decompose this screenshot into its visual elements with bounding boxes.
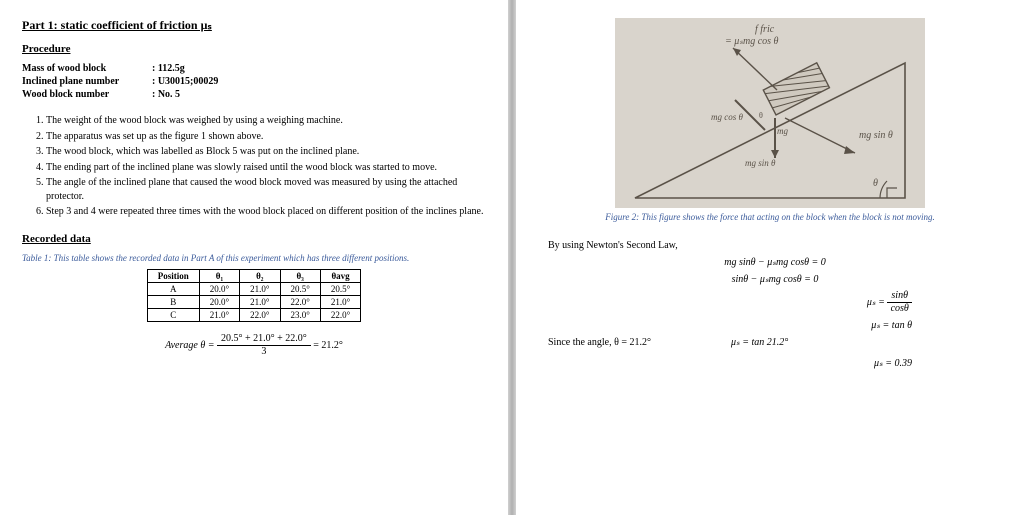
param-value: : 112.5g [152, 63, 185, 74]
table-cell: 21.0° [240, 282, 280, 295]
recorded-heading: Recorded data [22, 233, 486, 245]
force-diagram: f fric = μₛmg cos θ mg cos θ mg mg sin θ… [615, 18, 925, 208]
page-right: f fric = μₛmg cos θ mg cos θ mg mg sin θ… [516, 0, 1024, 515]
table-header: Position [147, 269, 199, 282]
table-header: θ₁ [199, 269, 239, 282]
label-mg: mg [777, 126, 788, 136]
eq3-num: sinθ [887, 291, 912, 303]
svg-text:θ: θ [759, 111, 763, 120]
step-item: Step 3 and 4 were repeated three times w… [46, 205, 486, 219]
label-fric: f fric [755, 24, 775, 35]
param-label: Wood block number [22, 89, 152, 100]
equation-2: sinθ − μₛmg cosθ = 0 [548, 274, 1002, 285]
procedure-steps: The weight of the wood block was weighed… [22, 114, 486, 219]
table-caption: Table 1: This table shows the recorded d… [22, 253, 486, 263]
avg-result: = 21.2° [313, 339, 343, 350]
param-row: Inclined plane number : U30015;00029 [22, 76, 486, 87]
param-value: : U30015;00029 [152, 76, 218, 87]
table-cell: B [147, 295, 199, 308]
avg-label: Average θ = [165, 339, 214, 350]
table-cell: C [147, 308, 199, 321]
table-row: B 20.0° 21.0° 22.0° 21.0° [147, 295, 360, 308]
table-cell: 23.0° [280, 308, 320, 321]
step-item: The ending part of the inclined plane wa… [46, 161, 486, 175]
step-item: The wood block, which was labelled as Bl… [46, 145, 486, 159]
equation-4: μₛ = tan θ [548, 320, 1002, 331]
eq3-den: cosθ [887, 303, 912, 314]
avg-denominator: 3 [217, 346, 311, 357]
equation-1: mg sinθ − μₛmg cosθ = 0 [548, 257, 1002, 268]
label-mucos: = μₛmg cos θ [725, 36, 779, 47]
table-cell: A [147, 282, 199, 295]
table-cell: 22.0° [240, 308, 280, 321]
table-cell: 22.0° [320, 308, 360, 321]
label-mgcos: mg cos θ [711, 112, 743, 122]
param-row: Wood block number : No. 5 [22, 89, 486, 100]
since-line: Since the angle, θ = 21.2° [548, 337, 651, 348]
table-row: A 20.0° 21.0° 20.5° 20.5° [147, 282, 360, 295]
step-item: The weight of the wood block was weighed… [46, 114, 486, 128]
label-mgsin-inside: mg sin θ [745, 158, 776, 168]
procedure-heading: Procedure [22, 43, 486, 55]
diagram-svg: f fric = μₛmg cos θ mg cos θ mg mg sin θ… [615, 18, 925, 208]
table-cell: 21.0° [199, 308, 239, 321]
figure-caption: Figure 2: This figure shows the force th… [538, 212, 1002, 222]
param-label: Mass of wood block [22, 63, 152, 74]
page-left: Part 1: static coefficient of friction μ… [0, 0, 508, 515]
part1-title: Part 1: static coefficient of friction μ… [22, 18, 486, 33]
average-equation: Average θ = 20.5° + 21.0° + 22.0° 3 = 21… [22, 334, 486, 357]
table-row: C 21.0° 22.0° 23.0° 22.0° [147, 308, 360, 321]
table-cell: 20.0° [199, 282, 239, 295]
table-header: θ₃ [280, 269, 320, 282]
table-cell: 21.0° [240, 295, 280, 308]
table-header: θ₂ [240, 269, 280, 282]
param-row: Mass of wood block : 112.5g [22, 63, 486, 74]
label-theta: θ [873, 178, 878, 189]
parameters-block: Mass of wood block : 112.5g Inclined pla… [22, 63, 486, 100]
eq3-fraction: sinθ cosθ [887, 291, 912, 314]
table-cell: 20.5° [320, 282, 360, 295]
derivation-block: By using Newton's Second Law, mg sinθ − … [548, 240, 1002, 369]
equation-5: μₛ = tan 21.2° [731, 337, 788, 348]
eq3-lhs: μₛ = [867, 297, 885, 308]
param-value: : No. 5 [152, 89, 180, 100]
table-cell: 20.0° [199, 295, 239, 308]
table-cell: 20.5° [280, 282, 320, 295]
data-table: Position θ₁ θ₂ θ₃ θavg A 20.0° 21.0° 20.… [147, 269, 361, 322]
intro-line: By using Newton's Second Law, [548, 240, 1002, 251]
avg-numerator: 20.5° + 21.0° + 22.0° [217, 334, 311, 346]
step-item: The angle of the inclined plane that cau… [46, 176, 486, 203]
label-mgsin-right: mg sin θ [859, 130, 893, 141]
table-cell: 22.0° [280, 295, 320, 308]
table-header-row: Position θ₁ θ₂ θ₃ θavg [147, 269, 360, 282]
table-header: θavg [320, 269, 360, 282]
step-item: The apparatus was set up as the figure 1… [46, 130, 486, 144]
page-divider [508, 0, 516, 515]
param-label: Inclined plane number [22, 76, 152, 87]
equation-3: μₛ = sinθ cosθ [548, 291, 1002, 314]
equation-6: μₛ = 0.39 [548, 358, 1002, 369]
table-cell: 21.0° [320, 295, 360, 308]
avg-fraction: 20.5° + 21.0° + 22.0° 3 [217, 334, 311, 357]
